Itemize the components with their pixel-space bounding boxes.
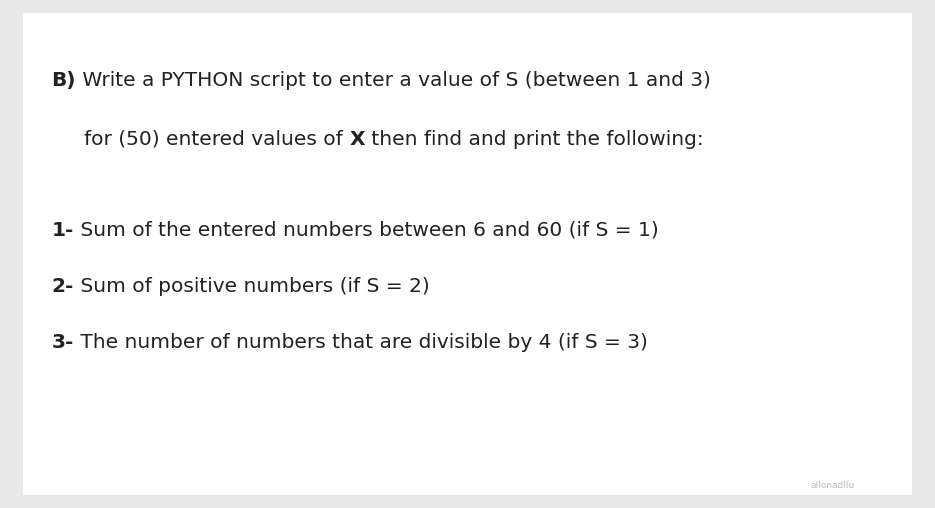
Text: X: X [350, 130, 365, 148]
Text: for (50) entered values of: for (50) entered values of [84, 130, 350, 148]
Text: Write a PYTHON script to enter a value of S (between 1 and 3): Write a PYTHON script to enter a value o… [76, 71, 711, 90]
Text: 1-: 1- [51, 221, 74, 240]
Text: B): B) [51, 71, 76, 90]
Text: 2-: 2- [51, 277, 74, 296]
Text: Sum of positive numbers (if S = 2): Sum of positive numbers (if S = 2) [74, 277, 429, 296]
Text: The number of numbers that are divisible by 4 (if S = 3): The number of numbers that are divisible… [74, 333, 648, 352]
Text: allonadllu: allonadllu [810, 481, 855, 490]
Text: Sum of the entered numbers between 6 and 60 (if S = 1): Sum of the entered numbers between 6 and… [74, 221, 658, 240]
Text: then find and print the following:: then find and print the following: [365, 130, 703, 148]
Text: 3-: 3- [51, 333, 74, 352]
